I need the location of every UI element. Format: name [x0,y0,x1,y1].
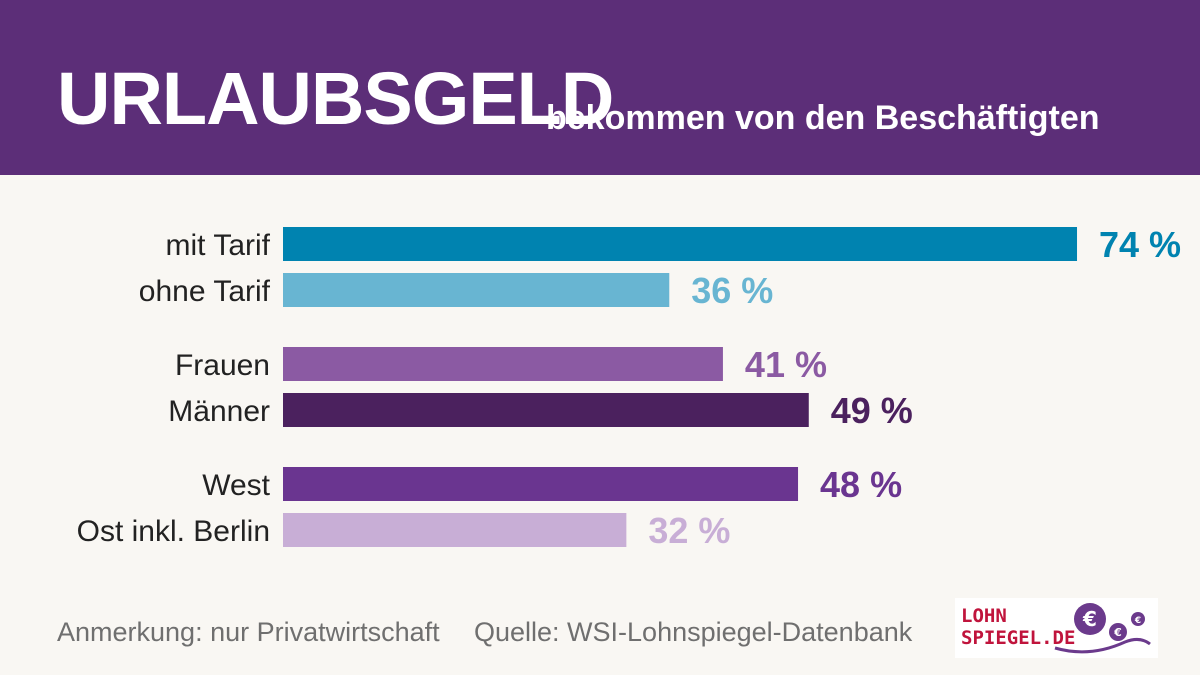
bar-chart: mit Tarif 74 % ohne Tarif 36 % Frauen 41 % Män… [77,224,1181,551]
data-label: 74 % [1099,224,1181,265]
chart-subtitle: bekommen von den Beschäftigten [546,99,1100,137]
data-label: 41 % [745,344,827,385]
euro-coins-icon: € € € [1054,603,1151,654]
category-label: Männer [168,395,270,428]
footnote: Anmerkung: nur Privatwirtschaft [57,617,440,647]
svg-text:€: € [1082,607,1097,631]
logo-text-line1: LOHN [961,605,1007,627]
source-note: Quelle: WSI-Lohnspiegel-Datenbank [474,617,913,647]
logo-text-line2: SPIEGEL.DE [961,627,1076,649]
lohnspiegel-logo[interactable]: LOHN SPIEGEL.DE € € € [955,598,1158,658]
svg-text:€: € [1113,626,1122,639]
data-label: 36 % [691,270,773,311]
bar [283,273,670,307]
bar [283,513,627,547]
category-label: Frauen [175,349,270,382]
bar [283,393,809,427]
data-label: 32 % [648,510,730,551]
data-label: 48 % [820,464,902,505]
data-label: 49 % [831,390,913,431]
category-label: Ost inkl. Berlin [77,515,270,548]
bar [283,227,1078,261]
bar [283,467,799,501]
bar [283,347,723,381]
category-label: ohne Tarif [139,275,271,308]
chart-title: URLAUBSGELD [57,57,614,140]
category-label: West [202,469,270,502]
category-label: mit Tarif [166,229,271,262]
svg-text:€: € [1134,616,1141,626]
header-banner: URLAUBSGELD bekommen von den Beschäftigt… [0,0,1200,175]
